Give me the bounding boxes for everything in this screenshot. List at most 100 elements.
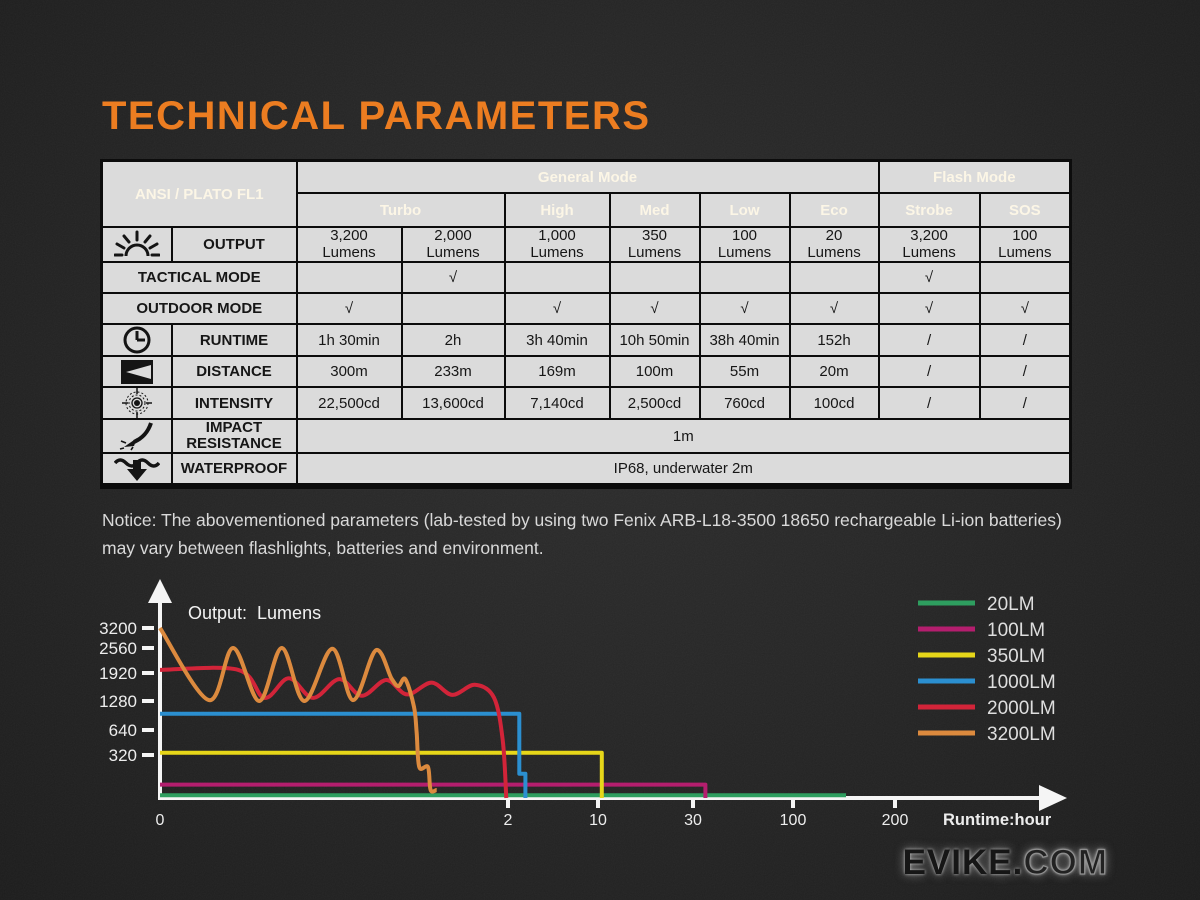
runtime-cell: 152h: [788, 323, 880, 357]
legend-label-350lm: 350LM: [987, 646, 1045, 667]
outdoor-cell: √: [503, 292, 611, 325]
intensity-row: INTENSITY 22,500cd 13,600cd 7,140cd 2,50…: [100, 386, 1072, 420]
tactical-cell: √: [877, 261, 981, 294]
output-med-cell: 350 Lumens: [608, 226, 701, 263]
chart-title: Output: Lumens: [188, 603, 321, 623]
x-tick-label-200: 200: [882, 812, 909, 829]
distance-label: DISTANCE: [170, 355, 298, 388]
distance-row: DISTANCE 300m 233m 169m 100m 55m 20m / /: [100, 355, 1072, 388]
waterproof-label: WATERPROOF: [170, 452, 298, 490]
tactical-mode-row: TACTICAL MODE √ √: [100, 261, 1072, 294]
runtime-cell: 3h 40min: [503, 323, 611, 357]
x-tick-label-100: 100: [780, 812, 807, 829]
intensity-cell: /: [978, 386, 1072, 420]
outdoor-cell: √: [698, 292, 791, 325]
output-strobe-cell: 3,200 Lumens: [877, 226, 981, 263]
distance-cell: 169m: [503, 355, 611, 388]
target-icon: [100, 386, 173, 420]
tactical-cell: [788, 261, 880, 294]
chart-series-2000lm: [159, 665, 509, 799]
outdoor-mode-row: OUTDOOR MODE √ √ √ √ √ √ √: [100, 292, 1072, 325]
notice-line-1: Notice: The abovementioned parameters (l…: [102, 510, 1062, 530]
output-label: OUTPUT: [170, 226, 298, 263]
distance-cell: /: [978, 355, 1072, 388]
header-general-mode: General Mode: [295, 159, 880, 194]
waterproof-row: WATERPROOF IP68, underwater 2m: [100, 452, 1072, 490]
watermark-light: COM: [1023, 842, 1108, 882]
beam-distance-icon: [100, 355, 173, 388]
tactical-mode-label: TACTICAL MODE: [100, 261, 298, 294]
waterproof-icon: [100, 452, 173, 490]
outdoor-cell: √: [608, 292, 701, 325]
output-high-cell: 1,000 Lumens: [503, 226, 611, 263]
runtime-cell: /: [877, 323, 981, 357]
x-tick-label-0: 0: [156, 812, 165, 829]
watermark-bold: EVIKE.: [902, 843, 1024, 882]
runtime-row: RUNTIME 1h 30min 2h 3h 40min 10h 50min 3…: [100, 323, 1072, 357]
runtime-label: RUNTIME: [170, 323, 298, 357]
distance-cell: 300m: [295, 355, 403, 388]
intensity-label: INTENSITY: [170, 386, 298, 420]
y-tick-label-320: 320: [109, 746, 137, 765]
x-tick-label-10: 10: [589, 812, 607, 829]
outdoor-cell: √: [788, 292, 880, 325]
distance-cell: 233m: [400, 355, 506, 388]
runtime-cell: 10h 50min: [608, 323, 701, 357]
chart-series-100lm: [160, 782, 708, 798]
waterproof-value: IP68, underwater 2m: [295, 452, 1072, 490]
x-tick-label-30: 30: [684, 812, 702, 829]
intensity-cell: 13,600cd: [400, 386, 506, 420]
mode-header-turbo: Turbo: [295, 192, 506, 228]
impact-resistance-value: 1m: [295, 417, 1072, 455]
output-row: OUTPUT 3,200 Lumens 2,000 Lumens 1,000 L…: [100, 226, 1072, 263]
output-low-cell: 100 Lumens: [698, 226, 791, 263]
output-eco-cell: 20 Lumens: [788, 226, 880, 263]
mode-header-sos: SOS: [978, 192, 1072, 228]
mode-header-med: Med: [608, 192, 701, 228]
runtime-cell: 38h 40min: [698, 323, 791, 357]
chart-series-350lm: [160, 750, 604, 798]
legend-label-100lm: 100LM: [987, 620, 1045, 641]
output-sos-cell: 100 Lumens: [978, 226, 1072, 263]
runtime-cell: 2h: [400, 323, 506, 357]
impact-resistance-label: IMPACT RESISTANCE: [170, 417, 298, 455]
x-axis-arrow: [1039, 785, 1067, 811]
technical-parameters-table: ANSI / PLATO FL1 General Mode Flash Mode…: [100, 159, 1073, 490]
notice-text: Notice: The abovementioned parameters (l…: [102, 506, 1102, 562]
legend-label-3200lm: 3200LM: [987, 724, 1056, 745]
impact-icon: [100, 417, 173, 455]
runtime-cell: /: [978, 323, 1072, 357]
x-axis-label: Runtime:hour: [943, 811, 1052, 829]
y-tick-label-3200: 3200: [99, 619, 137, 638]
mode-header-high: High: [503, 192, 611, 228]
mode-header-low: Low: [698, 192, 791, 228]
page-title: TECHNICAL PARAMETERS: [102, 94, 651, 138]
intensity-cell: 7,140cd: [503, 386, 611, 420]
distance-cell: 20m: [788, 355, 880, 388]
mode-header-strobe: Strobe: [877, 192, 981, 228]
tactical-cell: [978, 261, 1072, 294]
outdoor-cell: √: [877, 292, 981, 325]
tactical-cell: [698, 261, 791, 294]
y-tick-label-1280: 1280: [99, 692, 137, 711]
legend-label-2000lm: 2000LM: [987, 698, 1056, 719]
watermark-evike: EVIKE.COM: [902, 842, 1108, 883]
y-tick-label-2560: 2560: [99, 639, 137, 658]
header-flash-mode: Flash Mode: [877, 159, 1072, 194]
corner-cell-ansi-plato: ANSI / PLATO FL1: [100, 159, 298, 228]
tactical-cell: √: [400, 261, 506, 294]
x-tick-label-2: 2: [504, 812, 513, 829]
outdoor-mode-label: OUTDOOR MODE: [100, 292, 298, 325]
chart-series-1000lm: [160, 711, 528, 798]
tactical-cell: [608, 261, 701, 294]
legend-label-1000lm: 1000LM: [987, 672, 1056, 693]
tactical-cell: [503, 261, 611, 294]
distance-cell: 100m: [608, 355, 701, 388]
brightness-icon: [100, 226, 173, 263]
tactical-cell: [295, 261, 403, 294]
distance-cell: /: [877, 355, 981, 388]
legend-label-20lm: 20LM: [987, 594, 1035, 615]
chart-series-3200lm: [158, 626, 438, 794]
